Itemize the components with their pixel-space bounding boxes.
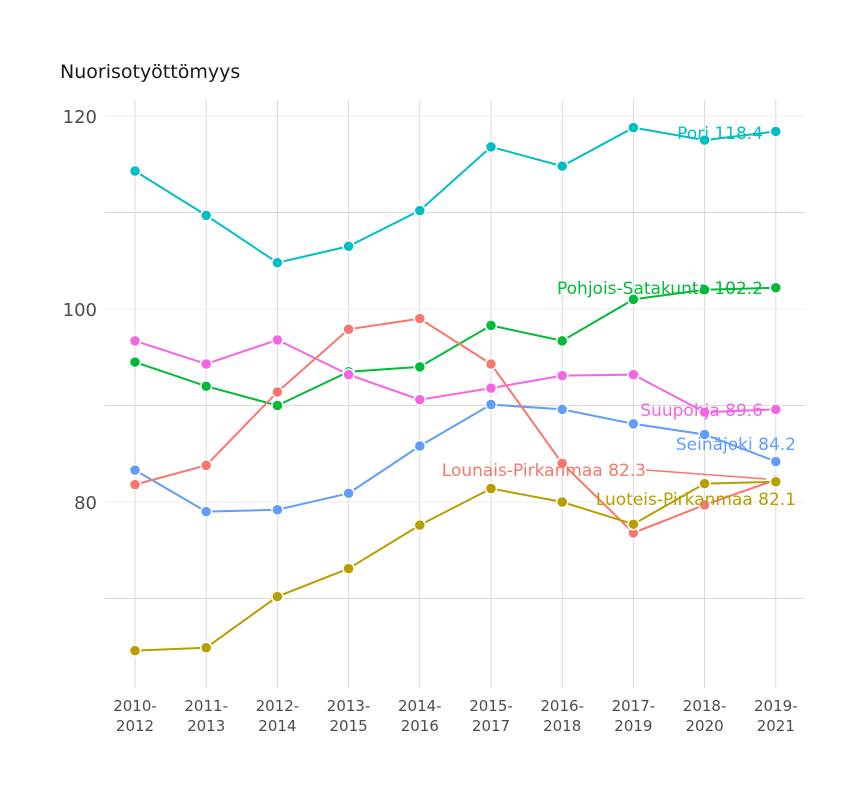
series-line-pori [134,126,776,264]
series-line-seinäjoki [134,403,777,513]
data-point-seinäjoki [413,439,427,453]
data-point-luoteis-pirkanmaa [555,495,569,509]
data-point-pohjois-satakunta [555,334,569,348]
data-point-pohjois-satakunta [128,355,142,369]
x-axis-ticks: 2010-2012 2011-2013 2012-2014 2013-2015 2014… [113,697,797,735]
x-tick-label: 2016-2018 [540,697,584,735]
data-point-pori [413,204,427,217]
data-point-lounais-pirkanmaa [128,478,142,491]
y-axis-ticks: 80 100 120 [63,107,97,514]
x-tick-label: 2010-2012 [113,697,157,735]
data-point-pori [627,121,640,134]
series-line-pohjois-satakunta [134,286,776,407]
data-point-pohjois-satakunta [199,379,213,393]
data-point-luoteis-pirkanmaa [698,477,711,490]
series-label-suupohja: Suupohja 89.6 [640,401,763,421]
data-point-luoteis-pirkanmaa [769,475,783,488]
x-tick-label: 2019-2021 [754,697,798,735]
data-point-suupohja [271,333,284,347]
data-point-pori [128,164,142,178]
y-tick-label: 80 [74,493,97,514]
x-tick-label: 2015-2017 [469,697,513,735]
data-point-pohjois-satakunta [627,293,640,306]
data-point-luoteis-pirkanmaa [128,644,142,657]
data-point-lounais-pirkanmaa [342,323,355,336]
data-point-pohjois-satakunta [769,281,783,295]
data-point-suupohja [413,393,427,406]
x-tick-label: 2011-2013 [184,697,228,735]
data-point-seinäjoki [698,428,711,441]
y-tick-label: 100 [63,300,97,321]
series-label-luoteis-pirkanmaa: Luoteis-Pirkanmaa 82.1 [596,490,796,510]
data-point-luoteis-pirkanmaa [627,517,640,531]
data-point-suupohja [769,403,783,416]
data-point-pori [199,209,213,222]
data-point-pori [555,159,569,173]
x-tick-label: 2018-2020 [683,697,727,735]
data-point-luoteis-pirkanmaa [484,482,498,495]
data-point-lounais-pirkanmaa [271,385,284,399]
data-point-seinäjoki [199,505,213,518]
data-point-luoteis-pirkanmaa [342,562,355,575]
data-point-pohjois-satakunta [698,283,711,296]
series-label-pohjois-satakunta: Pohjois-Satakunta 102.2 [557,279,763,299]
series-line-suupohja [134,338,776,414]
data-point-lounais-pirkanmaa [484,357,498,371]
data-point-suupohja [555,369,569,382]
data-point-pori [271,256,284,269]
series-label-seinäjoki: Seinäjoki 84.2 [676,435,796,455]
data-point-seinäjoki [128,463,142,477]
x-tick-label: 2013-2015 [327,697,371,735]
data-point-pori [698,133,711,147]
series-end-labels: Pori 118.4 Pohjois-Satakunta 102.2 Suupohj… [442,124,796,510]
data-point-seinäjoki [484,398,498,411]
data-point-seinäjoki [342,487,355,500]
data-point-pori [769,125,783,138]
data-point-lounais-pirkanmaa [555,457,569,470]
data-point-lounais-pirkanmaa [698,498,711,512]
data-point-luoteis-pirkanmaa [271,590,284,603]
y-tick-label: 120 [63,107,97,128]
data-point-suupohja [199,357,213,371]
chart-title: Nuorisotyöttömyys [60,61,240,83]
data-point-seinäjoki [627,417,640,431]
x-tick-label: 2014-2016 [398,697,442,735]
series-points [128,121,783,657]
x-tick-label: 2017-2019 [612,697,656,735]
data-point-seinäjoki [769,455,783,468]
data-point-suupohja [698,406,711,419]
data-point-suupohja [128,334,142,348]
series-label-lounais-pirkanmaa: Lounais-Pirkanmaa 82.3 [442,461,646,481]
series-lines [134,126,777,652]
data-point-lounais-pirkanmaa [413,312,427,325]
label-leader-lounais-pirkanmaa [645,469,767,480]
data-point-luoteis-pirkanmaa [199,641,213,654]
data-point-suupohja [627,368,640,381]
data-point-pohjois-satakunta [271,399,284,412]
data-point-luoteis-pirkanmaa [413,518,427,532]
data-point-seinäjoki [555,403,569,416]
series-line-luoteis-pirkanmaa [134,480,776,652]
data-point-pohjois-satakunta [484,319,498,332]
data-point-seinäjoki [271,503,284,516]
series-line-lounais-pirkanmaa [134,317,777,535]
x-tick-label: 2012-2014 [256,697,300,735]
data-point-suupohja [342,368,355,381]
data-point-pori [342,240,355,253]
data-point-lounais-pirkanmaa [199,459,213,472]
data-point-pohjois-satakunta [413,360,427,374]
data-point-pori [484,140,498,154]
data-point-suupohja [484,381,498,395]
series-label-pori: Pori 118.4 [677,124,763,144]
